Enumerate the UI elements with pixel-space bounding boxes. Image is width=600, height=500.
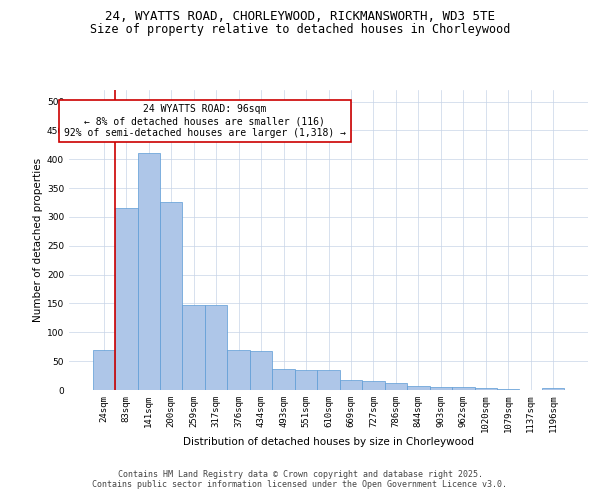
Bar <box>295 370 317 390</box>
Bar <box>137 154 160 390</box>
Text: 24, WYATTS ROAD, CHORLEYWOOD, RICKMANSWORTH, WD3 5TE: 24, WYATTS ROAD, CHORLEYWOOD, RICKMANSWO… <box>105 10 495 23</box>
Bar <box>92 350 115 390</box>
Bar <box>227 350 250 390</box>
Bar <box>205 304 227 390</box>
Bar <box>272 368 295 390</box>
Bar <box>362 382 385 390</box>
Bar <box>542 388 565 390</box>
Bar <box>182 304 205 390</box>
Bar <box>385 383 407 390</box>
Bar <box>250 351 272 390</box>
Bar <box>430 386 452 390</box>
Bar <box>340 380 362 390</box>
Text: 24 WYATTS ROAD: 96sqm
← 8% of detached houses are smaller (116)
92% of semi-deta: 24 WYATTS ROAD: 96sqm ← 8% of detached h… <box>64 104 346 138</box>
Bar <box>475 388 497 390</box>
Text: Contains HM Land Registry data © Crown copyright and database right 2025.
Contai: Contains HM Land Registry data © Crown c… <box>92 470 508 489</box>
Bar <box>115 208 137 390</box>
X-axis label: Distribution of detached houses by size in Chorleywood: Distribution of detached houses by size … <box>183 436 474 446</box>
Bar <box>407 386 430 390</box>
Y-axis label: Number of detached properties: Number of detached properties <box>33 158 43 322</box>
Text: Size of property relative to detached houses in Chorleywood: Size of property relative to detached ho… <box>90 22 510 36</box>
Bar <box>160 202 182 390</box>
Bar <box>452 386 475 390</box>
Bar <box>317 370 340 390</box>
